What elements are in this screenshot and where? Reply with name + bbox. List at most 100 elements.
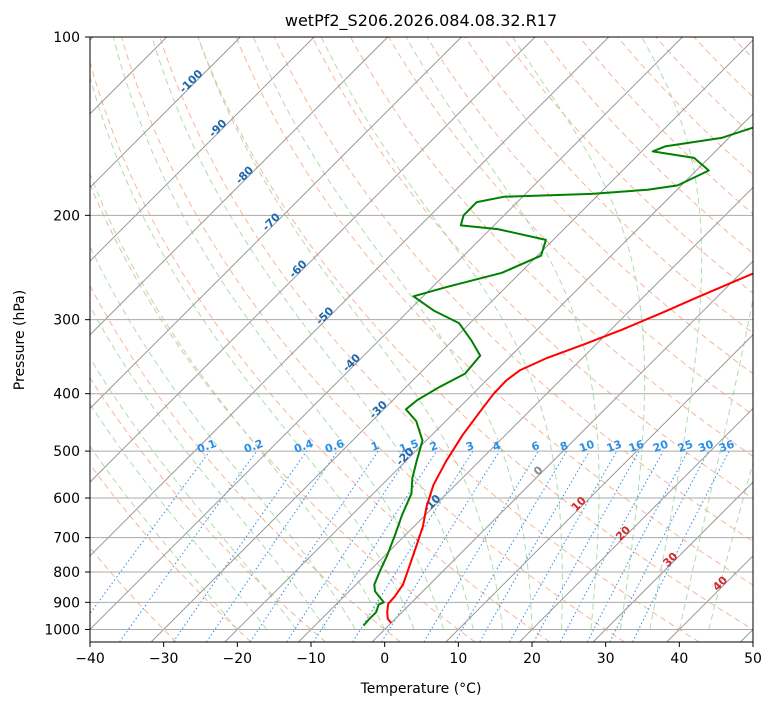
moist-adiabat-line xyxy=(197,37,503,630)
dry-adiabat-line xyxy=(159,37,700,642)
y-tick-label: 600 xyxy=(53,491,80,507)
x-tick-label: −30 xyxy=(149,651,179,667)
moist-adiabat-line xyxy=(405,37,600,630)
moist-adiabat-line xyxy=(678,296,753,630)
mixing-ratio-label: 16 xyxy=(627,438,646,456)
dry-adiabat-line xyxy=(464,37,753,334)
mixing-ratio-label: 3 xyxy=(464,439,476,454)
mixing-ratio-line xyxy=(313,450,438,642)
isotherm-line xyxy=(150,39,753,642)
moist-adiabat-line xyxy=(320,37,563,630)
dry-adiabat-line xyxy=(90,463,252,642)
moist-adiabat-line xyxy=(112,37,445,630)
y-tick-label: 700 xyxy=(53,531,80,547)
y-tick-label: 100 xyxy=(53,30,80,46)
mixing-ratio-label: 25 xyxy=(676,438,695,455)
moist-adiabat-line xyxy=(90,245,356,630)
mixing-ratio-line xyxy=(286,450,413,642)
y-tick-label: 900 xyxy=(53,595,80,611)
mixing-ratio-line xyxy=(205,450,338,642)
chart-title: wetPf2_S206.2026.084.08.32.R17 xyxy=(285,11,557,31)
temperature-profile-line xyxy=(386,272,753,624)
x-tick-label: 40 xyxy=(670,651,688,667)
background-guide-lines xyxy=(90,37,753,642)
x-tick-label: −20 xyxy=(223,651,253,667)
axes: −40 −30 −20 −10 0 10 20 30 40 5010020030040050060… xyxy=(44,30,762,667)
dry-adiabat-line xyxy=(90,60,551,642)
isotherm-line xyxy=(90,37,315,262)
y-tick-label: 1000 xyxy=(44,622,80,638)
isotherm-line xyxy=(592,481,753,642)
x-tick-label: −10 xyxy=(296,651,326,667)
x-axis-label: Temperature (°C) xyxy=(360,681,482,697)
moist-adiabat-line xyxy=(512,37,646,630)
isotherm-line xyxy=(371,260,753,642)
mixing-ratio-label: 13 xyxy=(605,438,624,455)
y-tick-label: 500 xyxy=(53,444,80,460)
dewpoint-profile-line xyxy=(362,126,753,627)
mixing-ratio-label: 6 xyxy=(530,439,542,454)
isotherm-line xyxy=(519,407,753,642)
isotherm-line xyxy=(90,37,683,631)
moist-adiabat-line xyxy=(151,37,474,630)
x-tick-label: 10 xyxy=(449,651,467,667)
mixing-ratio-line xyxy=(381,450,500,642)
mixing-ratio-label: 36 xyxy=(717,438,736,456)
x-tick-label: 30 xyxy=(597,651,615,667)
mixing-ratio-label: 0.4 xyxy=(292,437,315,456)
mixing-ratio-label: 0.2 xyxy=(242,437,265,456)
moist-adiabat-line xyxy=(90,172,386,630)
isotherm-line xyxy=(90,37,462,410)
mixing-ratio-label: 8 xyxy=(558,439,570,454)
mixing-ratio-label: 20 xyxy=(651,438,670,456)
moist-adiabat-line xyxy=(90,403,268,630)
moist-adiabat-line xyxy=(252,37,533,630)
isotherm-line xyxy=(298,186,753,642)
isotherm-line xyxy=(90,37,610,557)
isotherm-line xyxy=(90,37,241,189)
mixing-ratio-label: 2 xyxy=(428,439,440,454)
mixing-ratio-line xyxy=(90,450,211,615)
y-tick-label: 800 xyxy=(53,565,80,581)
y-tick-label: 200 xyxy=(53,208,80,224)
isobar-grid xyxy=(90,37,753,642)
mixing-ratio-line xyxy=(559,450,664,642)
isotherm-line xyxy=(90,37,536,483)
isotherm-line xyxy=(224,113,753,642)
moist-adiabat-line xyxy=(90,445,238,630)
dry-adiabat-line xyxy=(90,376,327,642)
isotherm-line xyxy=(90,37,389,336)
mixing-ratio-line xyxy=(632,450,730,642)
mixing-ratio-label: 1 xyxy=(369,439,381,454)
moist-adiabat-line xyxy=(90,75,415,630)
sounding-profiles xyxy=(362,126,753,627)
x-tick-label: 20 xyxy=(523,651,541,667)
mixing-ratio-line xyxy=(172,450,308,642)
y-tick-label: 300 xyxy=(53,313,80,329)
x-tick-label: 0 xyxy=(380,651,389,667)
mixing-ratio-line xyxy=(509,450,618,642)
mixing-ratio-line xyxy=(533,450,640,642)
mixing-ratio-label: 1.5 xyxy=(398,437,421,456)
dry-adiabat-line xyxy=(273,37,753,543)
x-tick-label: 50 xyxy=(744,651,762,667)
mixing-ratio-line xyxy=(119,450,258,642)
y-tick-label: 400 xyxy=(53,387,80,403)
moist-adiabat-line xyxy=(90,305,327,630)
moist-adiabat-line xyxy=(90,356,297,630)
moist-adiabat-line xyxy=(708,461,753,630)
moist-adiabat-line xyxy=(641,37,703,630)
dry-adiabat-line xyxy=(235,37,753,586)
mixing-ratio-label: 0.6 xyxy=(323,437,346,456)
dry-adiabat-line xyxy=(197,37,753,630)
guide-line-labels: 0.1 0.2 0.4 0.6 1 1.5 2 3 4 6 8 10 13 16 20 25 30 36-100-… xyxy=(177,67,737,594)
isotherm-line xyxy=(445,334,753,642)
mixing-ratio-label: 10 xyxy=(577,438,596,456)
plot-frame xyxy=(89,36,754,643)
mixing-ratio-label: 0.1 xyxy=(195,437,218,456)
mixing-ratio-line xyxy=(352,450,474,642)
dry-adiabat-line xyxy=(311,37,753,500)
y-axis-label: Pressure (hPa) xyxy=(12,290,28,390)
